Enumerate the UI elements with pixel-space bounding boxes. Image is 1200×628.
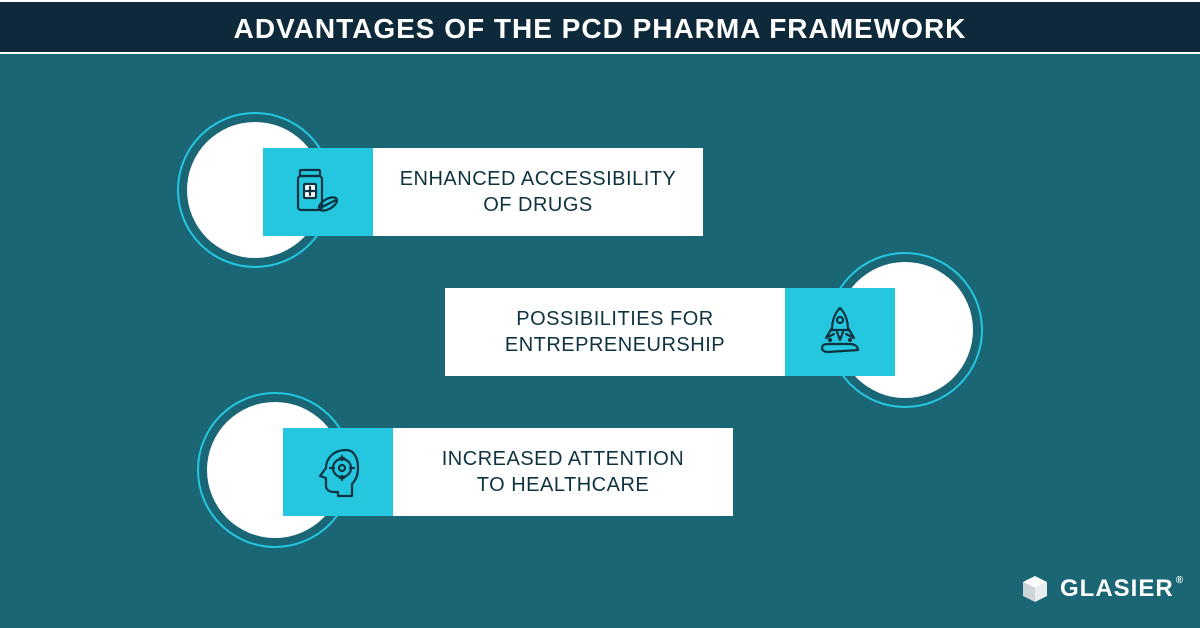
glasier-cube-icon [1020, 574, 1050, 604]
advantage-card-entrepreneurship: POSSIBILITIES FORENTREPRENEURSHIP [445, 288, 895, 376]
header-title: ADVANTAGES OF THE PCD PHARMA FRAMEWORK [234, 13, 967, 44]
medicine-bottle-icon [263, 148, 373, 236]
rocket-hand-icon [785, 288, 895, 376]
advantage-card-drugs: ENHANCED ACCESSIBILITYOF DRUGS [263, 148, 703, 236]
advantage-line1: ENHANCED ACCESSIBILITY [400, 166, 677, 192]
advantage-text-entrepreneurship: POSSIBILITIES FORENTREPRENEURSHIP [445, 288, 785, 376]
brand-name-text: GLASIER [1060, 575, 1174, 602]
header-bar: ADVANTAGES OF THE PCD PHARMA FRAMEWORK [0, 0, 1200, 54]
infographic-canvas: ADVANTAGES OF THE PCD PHARMA FRAMEWORK E… [0, 0, 1200, 628]
advantage-line1: INCREASED ATTENTION [442, 446, 685, 472]
brand-logo: GLASIER® [1020, 574, 1184, 604]
advantage-line1: POSSIBILITIES FOR [505, 306, 725, 332]
head-focus-icon [283, 428, 393, 516]
brand-name: GLASIER® [1060, 575, 1184, 603]
advantage-text-healthcare: INCREASED ATTENTIONTO HEALTHCARE [393, 428, 733, 516]
advantage-line2: TO HEALTHCARE [442, 472, 685, 498]
advantage-line2: ENTREPRENEURSHIP [505, 332, 725, 358]
advantage-text-drugs: ENHANCED ACCESSIBILITYOF DRUGS [373, 148, 703, 236]
advantage-line2: OF DRUGS [400, 192, 677, 218]
brand-registered: ® [1176, 575, 1184, 586]
advantage-card-healthcare: INCREASED ATTENTIONTO HEALTHCARE [283, 428, 733, 516]
